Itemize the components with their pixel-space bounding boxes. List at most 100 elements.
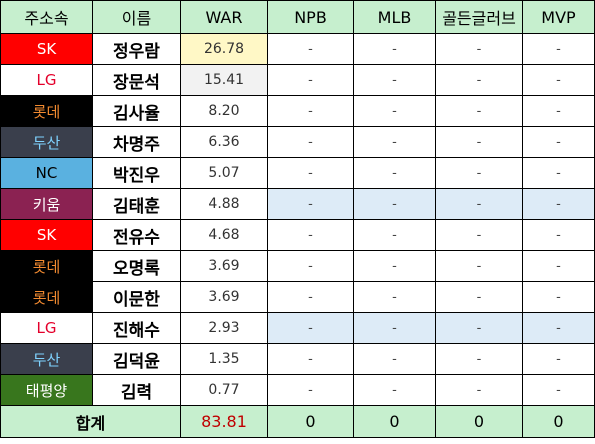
player-name-cell: 오명록: [92, 250, 181, 282]
mlb-cell: -: [353, 343, 436, 375]
golden-glove-cell: -: [435, 281, 523, 313]
table-row: LG 장문석 15.41- - - -: [0, 64, 595, 96]
player-name-cell: 정우람: [92, 33, 181, 65]
mvp-cell: -: [522, 64, 595, 96]
war-cell: 0.77: [180, 374, 268, 406]
header-mlb: MLB: [353, 0, 436, 34]
player-name-cell: 박진우: [92, 157, 181, 189]
mlb-cell: -: [353, 250, 436, 282]
header-war: WAR: [180, 0, 268, 34]
player-name-cell: 차명주: [92, 126, 181, 158]
golden-glove-cell: -: [435, 157, 523, 189]
mlb-cell: -: [353, 374, 436, 406]
total-mlb-cell: 0: [353, 405, 436, 438]
mlb-cell: -: [353, 281, 436, 313]
total-row: 합계 83.81 0 0 0 0: [0, 405, 595, 438]
war-cell: 3.69: [180, 281, 268, 313]
mvp-cell: -: [522, 95, 595, 127]
table-row: 두산 김덕윤 1.35- - - -: [0, 343, 595, 375]
team-cell: 두산: [0, 126, 93, 158]
player-name-cell: 김태훈: [92, 188, 181, 220]
table-row: SK 정우람 26.78- - - -: [0, 33, 595, 65]
war-cell: 6.36: [180, 126, 268, 158]
mvp-cell: -: [522, 219, 595, 251]
player-name-cell: 김덕윤: [92, 343, 181, 375]
mvp-cell: -: [522, 312, 595, 344]
npb-cell: -: [267, 312, 354, 344]
npb-cell: -: [267, 250, 354, 282]
golden-glove-cell: -: [435, 343, 523, 375]
mvp-cell: -: [522, 374, 595, 406]
mvp-cell: -: [522, 126, 595, 158]
golden-glove-cell: -: [435, 312, 523, 344]
npb-cell: -: [267, 64, 354, 96]
war-cell: 15.41: [180, 64, 268, 96]
table-row: 롯데 김사율 8.20- - - -: [0, 95, 595, 127]
header-npb: NPB: [267, 0, 354, 34]
mlb-cell: -: [353, 126, 436, 158]
table-row: SK 전유수 4.68- - - -: [0, 219, 595, 251]
golden-glove-cell: -: [435, 250, 523, 282]
war-cell: 3.69: [180, 250, 268, 282]
mlb-cell: -: [353, 312, 436, 344]
golden-glove-cell: -: [435, 188, 523, 220]
header-name: 이름: [92, 0, 181, 34]
mlb-cell: -: [353, 95, 436, 127]
mvp-cell: -: [522, 33, 595, 65]
npb-cell: -: [267, 374, 354, 406]
header-golden-glove: 골든글러브: [435, 0, 523, 34]
npb-cell: -: [267, 219, 354, 251]
mvp-cell: -: [522, 250, 595, 282]
total-mvp-cell: 0: [522, 405, 595, 438]
golden-glove-cell: -: [435, 64, 523, 96]
mlb-cell: -: [353, 188, 436, 220]
mvp-cell: -: [522, 281, 595, 313]
npb-cell: -: [267, 157, 354, 189]
team-cell: 두산: [0, 343, 93, 375]
player-name-cell: 진해수: [92, 312, 181, 344]
team-cell: SK: [0, 219, 93, 251]
war-cell: 5.07: [180, 157, 268, 189]
team-cell: NC: [0, 157, 93, 189]
mlb-cell: -: [353, 219, 436, 251]
table-row: 롯데 오명록 3.69- - - -: [0, 250, 595, 282]
war-cell: 8.20: [180, 95, 268, 127]
npb-cell: -: [267, 33, 354, 65]
team-cell: 태평양: [0, 374, 93, 406]
team-cell: LG: [0, 312, 93, 344]
player-name-cell: 김력: [92, 374, 181, 406]
table-row: 롯데 이문한 3.69- - - -: [0, 281, 595, 313]
player-name-cell: 김사율: [92, 95, 181, 127]
golden-glove-cell: -: [435, 33, 523, 65]
golden-glove-cell: -: [435, 95, 523, 127]
player-name-cell: 전유수: [92, 219, 181, 251]
player-name-cell: 장문석: [92, 64, 181, 96]
total-golden-glove-cell: 0: [435, 405, 523, 438]
table-row: NC 박진우 5.07- - - -: [0, 157, 595, 189]
npb-cell: -: [267, 188, 354, 220]
team-cell: LG: [0, 64, 93, 96]
golden-glove-cell: -: [435, 219, 523, 251]
mvp-cell: -: [522, 157, 595, 189]
mvp-cell: -: [522, 188, 595, 220]
total-npb-cell: 0: [267, 405, 354, 438]
war-cell: 1.35: [180, 343, 268, 375]
team-cell: 롯데: [0, 250, 93, 282]
total-war-cell: 83.81: [180, 405, 268, 438]
table-row: LG 진해수 2.93- - - -: [0, 312, 595, 344]
table-row: 키움 김태훈 4.88- - - -: [0, 188, 595, 220]
mlb-cell: -: [353, 33, 436, 65]
header-mvp: MVP: [522, 0, 595, 34]
team-cell: 롯데: [0, 281, 93, 313]
npb-cell: -: [267, 126, 354, 158]
team-cell: 롯데: [0, 95, 93, 127]
table-row: 태평양 김력 0.77- - - -: [0, 374, 595, 406]
npb-cell: -: [267, 343, 354, 375]
war-cell: 26.78: [180, 33, 268, 65]
header-row: 주소속 이름 WAR NPB MLB 골든글러브 MVP: [0, 0, 595, 34]
golden-glove-cell: -: [435, 126, 523, 158]
war-cell: 4.88: [180, 188, 268, 220]
npb-cell: -: [267, 95, 354, 127]
table-row: 두산 차명주 6.36- - - -: [0, 126, 595, 158]
